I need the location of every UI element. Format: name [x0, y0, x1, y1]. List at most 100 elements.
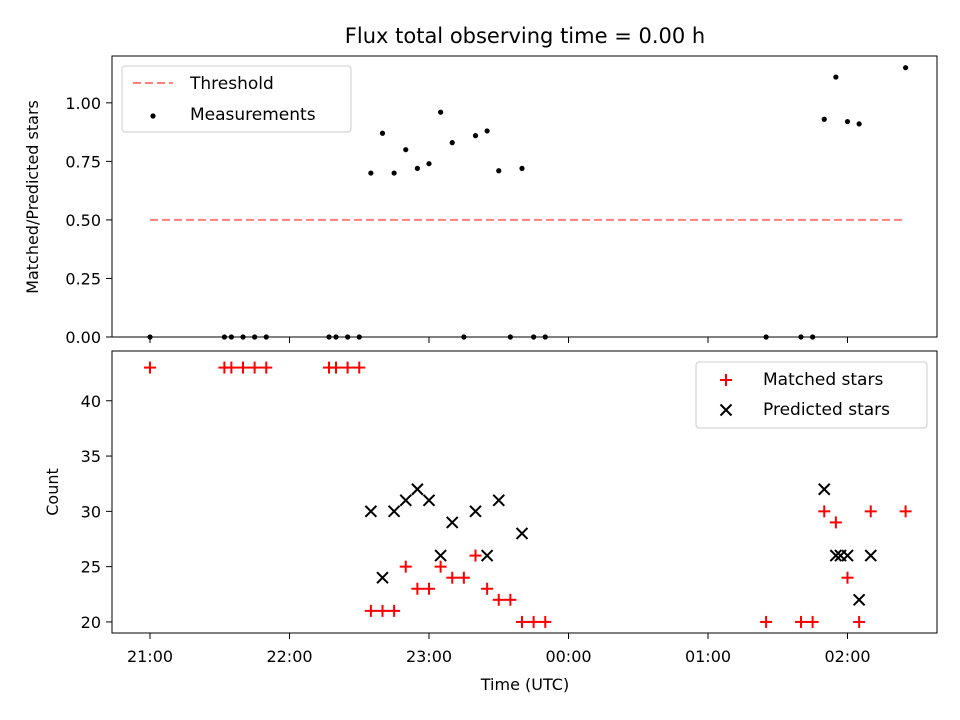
matched-star-point — [364, 604, 377, 617]
measurement-point — [414, 165, 420, 171]
measurement-point — [426, 161, 432, 167]
matched-star-point — [388, 604, 401, 617]
legend-x-glyph — [719, 403, 733, 417]
bottom-axes-frame — [111, 350, 938, 634]
measurement-point — [391, 170, 397, 176]
measurement-point — [519, 165, 525, 171]
predicted-star-point — [376, 571, 389, 584]
matched-star-point — [899, 505, 912, 518]
matched-star-point — [760, 615, 773, 628]
bottom-legend-box — [695, 361, 928, 429]
matched-star-point — [864, 505, 877, 518]
legend-predicted-marker — [719, 403, 733, 417]
bottom-y-tick-label: 30 — [81, 502, 101, 521]
bottom-y-tick-label: 40 — [81, 392, 101, 411]
matched-star-point — [411, 582, 424, 595]
legend-measurements-label: Measurements — [190, 105, 316, 125]
matched-star-point — [539, 615, 552, 628]
predicted-star-point — [864, 549, 877, 562]
matched-star-point — [376, 604, 389, 617]
matched-star-point — [504, 593, 517, 606]
matched-star-point — [457, 571, 470, 584]
predicted-star-point — [469, 505, 482, 518]
matched-star-point — [423, 582, 435, 595]
measurement-point — [403, 147, 409, 153]
measurement-point — [844, 118, 851, 125]
legend-plus-glyph — [720, 374, 732, 386]
top-y-axis-label: Matched/Predicted stars — [23, 100, 42, 294]
measurement-point — [496, 168, 502, 174]
x-tick-label: 01:00 — [685, 647, 731, 666]
matched-star-point — [469, 549, 482, 562]
legend-matched-label: Matched stars — [763, 370, 883, 390]
top-y-tick-label: 0.00 — [65, 328, 101, 347]
matched-star-point — [841, 571, 854, 584]
top-y-tick-label: 0.50 — [65, 211, 101, 230]
bottom-legend: Matched stars Predicted stars — [695, 361, 928, 429]
matched-star-point — [225, 361, 238, 374]
matched-star-point — [260, 361, 273, 374]
bottom-y-axis-label: Count — [43, 468, 62, 516]
top-legend-box — [121, 65, 352, 133]
predicted-star-point — [818, 483, 831, 496]
x-tick-label: 21:00 — [127, 647, 173, 666]
predicted-star-point — [852, 593, 866, 607]
x-tick-label: 23:00 — [406, 647, 452, 666]
bottom-y-tick-label: 35 — [81, 447, 101, 466]
matched-star-point — [399, 560, 412, 573]
bottom-y-tick-label: 20 — [81, 613, 101, 632]
x-tick-label: 00:00 — [545, 647, 591, 666]
top-y-tick-label: 1.00 — [65, 94, 101, 113]
legend-measurements-marker — [150, 113, 156, 119]
measurement-point — [449, 140, 455, 146]
predicted-star-point — [829, 549, 843, 562]
matched-star-point — [829, 516, 842, 529]
legend-matched-marker — [720, 374, 732, 386]
bottom-x-ticks: 21:00 22:00 23:00 00:00 01:00 02:00 — [127, 633, 871, 666]
top-y-ticks: 0.00 0.25 0.50 0.75 1.00 — [65, 94, 112, 347]
legend-threshold-label: Threshold — [189, 74, 274, 94]
legend-predicted-label: Predicted stars — [763, 400, 890, 420]
matched-star-point — [330, 361, 342, 374]
measurement-point — [472, 133, 479, 139]
predicted-star-point — [841, 549, 854, 562]
matched-star-point — [806, 615, 819, 628]
top-panel: 0.00 0.25 0.50 0.75 1.00 Matched/Predicted s… — [23, 55, 938, 347]
predicted-star-point — [480, 549, 494, 562]
matched-star-point — [795, 615, 807, 628]
top-axes-frame — [111, 55, 938, 338]
matched-star-point — [248, 361, 261, 374]
predicted-star-point — [411, 483, 424, 496]
matched-star-point — [516, 615, 528, 628]
x-axis-label: Time (UTC) — [480, 675, 569, 694]
measurement-point — [438, 109, 444, 115]
predicted-star-point — [422, 494, 436, 507]
top-y-tick-label: 0.25 — [65, 269, 101, 288]
predicted-star-point — [387, 505, 401, 518]
matched-star-point — [818, 505, 831, 518]
measurement-point — [368, 170, 374, 176]
top-legend: Threshold Measurements — [121, 65, 352, 133]
chart-title: Flux total observing time = 0.00 h — [345, 24, 705, 48]
predicted-star-point — [492, 494, 505, 507]
matched-star-point — [144, 361, 156, 374]
bottom-y-ticks: 20 25 30 35 40 — [81, 392, 112, 632]
top-y-tick-label: 0.75 — [65, 152, 101, 171]
bottom-marks — [144, 361, 912, 628]
matched-star-point — [481, 582, 494, 595]
matched-star-point — [353, 361, 366, 374]
predicted-star-point — [446, 516, 459, 529]
bottom-y-tick-label: 25 — [81, 558, 101, 577]
bottom-panel: 20 25 30 35 40 21:00 22:00 23:00 00:00 01:00 02:0… — [43, 350, 938, 694]
top-x-ticks — [149, 337, 848, 343]
x-tick-label: 22:00 — [266, 647, 312, 666]
predicted-star-point — [399, 494, 412, 507]
matched-star-point — [853, 615, 866, 628]
predicted-star-point — [515, 527, 529, 540]
measurement-point — [903, 65, 909, 71]
measurement-point — [856, 121, 862, 127]
measurement-point — [833, 74, 839, 80]
matched-star-point — [237, 361, 249, 374]
predicted-star-point — [364, 505, 378, 518]
